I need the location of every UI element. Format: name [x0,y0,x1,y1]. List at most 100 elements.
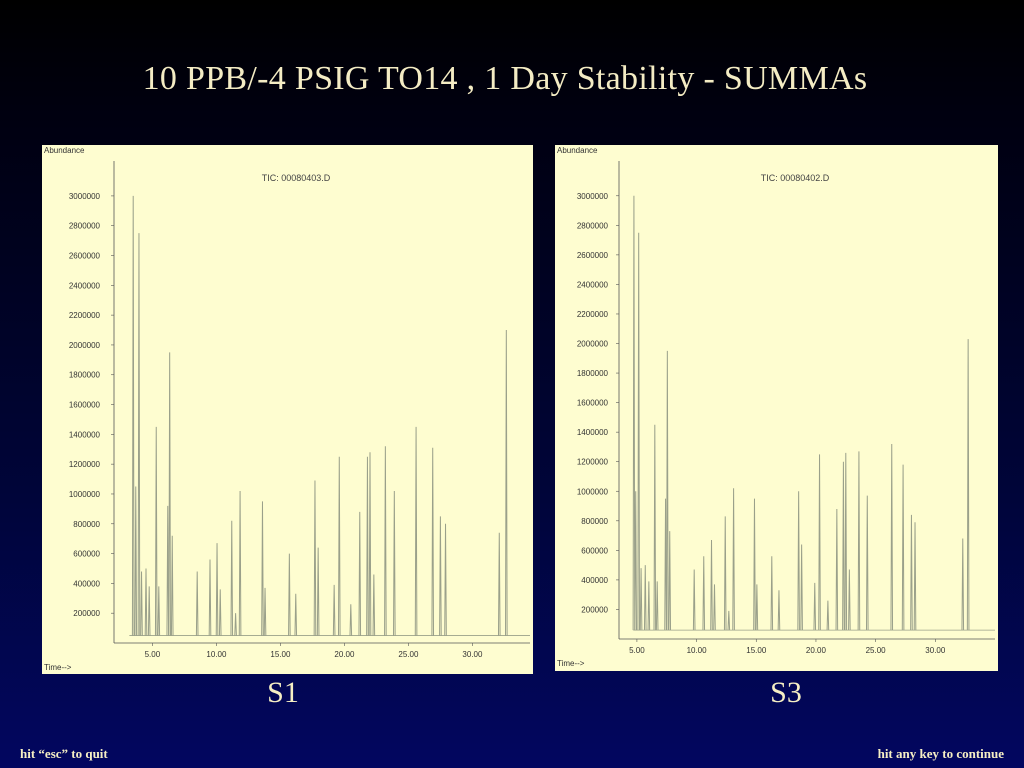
x-tick-label: 5.00 [145,650,161,659]
chromatogram-peak [818,454,821,631]
y-tick-label: 3000000 [577,192,609,201]
chromatogram-panel-s1: Abundance TIC: 00080403.D 200000 400000 6000… [42,145,533,674]
chromatogram-peak [826,600,830,631]
x-tick-label: 10.00 [687,646,708,655]
y-tick-label: 2200000 [69,311,101,320]
chromatogram-peak [692,569,696,631]
chromatogram-peak [727,610,731,631]
chromatogram-peak [294,593,298,636]
chromatogram-peak [865,495,869,631]
chromatogram-peak [234,613,237,636]
chromatogram-peak [797,491,800,631]
chromatogram-peak [238,490,242,636]
y-tick-label: 2200000 [577,310,609,319]
chromatogram-peak [439,516,442,636]
chromatogram-peak [632,195,636,631]
y-tick-label: 2600000 [577,251,609,260]
chromatogram-peak [313,480,317,636]
x-tick-label: 30.00 [925,646,946,655]
y-tick-label: 1600000 [69,401,101,410]
y-tick-label: 1800000 [69,371,101,380]
y-tick-label: 2000000 [577,340,609,349]
x-tick-label: 20.00 [334,650,355,659]
chromatogram-peak [195,571,199,636]
chromatogram-peak [431,447,435,636]
chromatogram-peak [230,520,234,636]
x-tick-label: 15.00 [746,646,767,655]
y-tick-label: 200000 [581,605,608,614]
chromatogram-peak [710,540,713,631]
y-tick-label: 2400000 [69,281,101,290]
y-tick-label: 600000 [73,550,100,559]
chromatogram-peak [848,569,851,631]
y-tick-label: 1400000 [577,428,609,437]
chromatogram-peak [966,339,970,631]
chromatogram-peak [732,488,735,631]
x-tick-label: 25.00 [866,646,887,655]
chromatogram-peak [713,584,716,631]
y-tick-label: 2400000 [577,280,609,289]
chromatogram-peak [393,490,396,636]
chromatogram-peak [157,586,161,636]
y-tick-label: 1800000 [577,369,609,378]
chromatogram-peak [154,426,158,636]
chromatogram-peak [505,330,508,636]
chromatogram-peak [666,350,669,631]
chromatogram-peak [372,574,376,636]
quit-hint: hit “esc” to quit [20,746,108,761]
chromatogram-panel-s3: Abundance TIC: 00080402.D 200000 400000 6000… [555,145,998,671]
x-tick-label: 15.00 [270,650,291,659]
chromatogram-peak [131,195,135,636]
y-tick-label: 400000 [581,576,608,585]
chromatogram-peak [444,523,447,636]
chromatogram-peak [755,584,759,631]
chromatogram-title: TIC: 00080403.D [262,173,331,183]
y-tick-label: 800000 [581,517,608,526]
y-tick-label: 200000 [73,609,100,618]
y-tick-label: 3000000 [69,192,101,201]
chromatogram-peak [366,456,369,636]
chromatogram-peak [777,590,781,631]
panel-label-s1: S1 [267,676,299,709]
chromatogram-peak [316,547,320,636]
chromatogram-peak [813,582,817,631]
y-axis-label: Abundance [44,146,85,155]
chromatogram-peak [288,553,291,636]
chromatogram-peak [337,456,341,636]
y-tick-label: 1400000 [69,430,101,439]
chromatogram-peak [857,451,861,631]
x-tick-label: 20.00 [806,646,827,655]
y-tick-label: 2800000 [577,221,609,230]
y-tick-label: 2000000 [69,341,101,350]
chromatogram-peak [668,531,672,631]
chromatogram-peak [414,426,418,636]
y-tick-label: 800000 [73,520,100,529]
chromatogram-peak [961,538,965,631]
chromatogram-peak [913,522,917,631]
chromatogram-peak [655,581,659,631]
y-tick-label: 1600000 [577,399,609,408]
chromatogram-s3: Abundance TIC: 00080402.D 200000 400000 6000… [557,146,995,668]
chromatogram-peak [170,535,174,636]
chromatogram-peak [901,464,905,631]
chromatogram-peak [168,352,171,636]
chromatogram-peak [349,604,353,636]
chromatogram-peak [723,516,727,631]
chromatogram-peak [140,571,143,636]
chromatogram-peak [261,501,264,636]
x-tick-label: 5.00 [629,646,645,655]
chromatogram-peak [208,559,212,636]
continue-hint: hit any key to continue [877,746,1004,761]
chromatogram-peak [842,461,845,631]
chromatogram-s1: Abundance TIC: 00080403.D 200000 400000 6000… [44,146,530,672]
y-tick-label: 2600000 [69,252,101,261]
y-tick-label: 2800000 [69,222,101,231]
chromatogram-peak [634,491,638,631]
chromatogram-peak [134,486,138,636]
x-tick-label: 25.00 [398,650,419,659]
chromatogram-peak [664,498,667,631]
chromatogram-peak [643,565,647,631]
chromatogram-peak [890,443,894,631]
chromatogram-peak [844,452,848,631]
y-tick-label: 1000000 [69,490,101,499]
